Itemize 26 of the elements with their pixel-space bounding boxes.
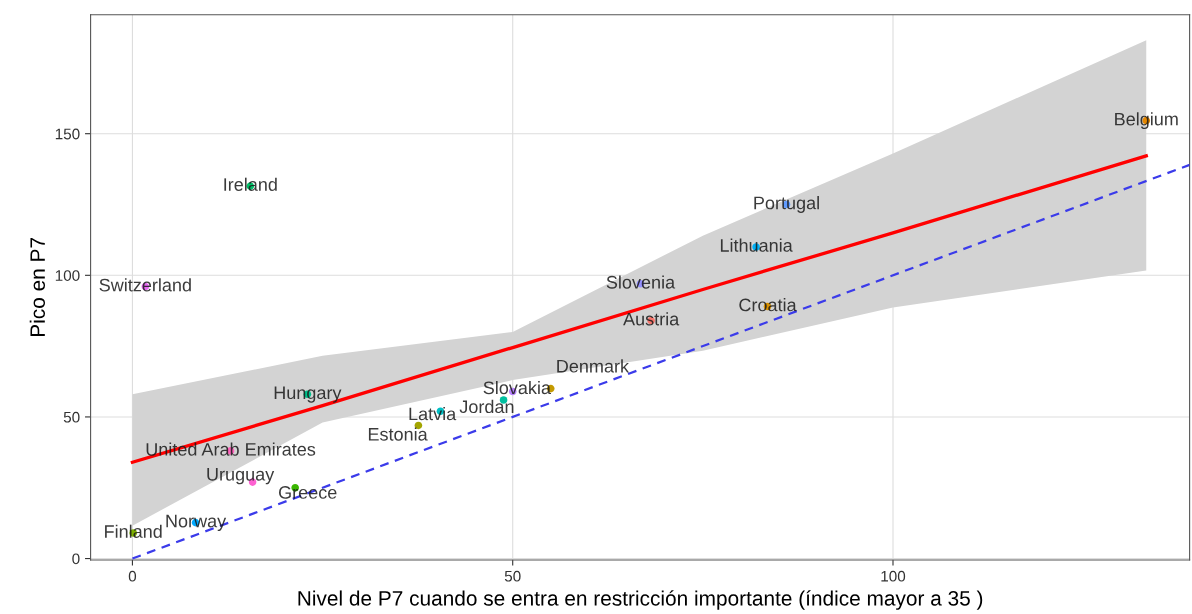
annotation: Slovakia bbox=[483, 380, 551, 395]
annotation: Ireland bbox=[224, 177, 277, 191]
annotation: Denmark bbox=[557, 359, 630, 373]
annotation: Austria bbox=[623, 312, 680, 326]
annotation: Belgium bbox=[1115, 112, 1178, 130]
y-tick-label: 150 bbox=[55, 128, 80, 140]
annotation: Finland bbox=[105, 524, 162, 538]
annotation: Switzerland bbox=[99, 278, 191, 292]
annotation: Greece bbox=[278, 486, 337, 499]
annotation: Estonia bbox=[368, 427, 428, 441]
annotation: Slovenia bbox=[606, 275, 676, 289]
y-tick-label: 50 bbox=[63, 411, 80, 423]
x-tick-label: 50 bbox=[504, 570, 521, 582]
annotation: Lithuania bbox=[720, 238, 793, 252]
annotation: Croatia bbox=[739, 298, 797, 312]
x-axis-title: Nivel de P7 cuando se entra en restricción importante (índice mayor a 35 ) bbox=[298, 590, 983, 610]
annotation: Portugal bbox=[754, 196, 819, 213]
y-axis-title: Pico en P7 bbox=[29, 238, 46, 337]
annotation: Uruguay bbox=[207, 468, 275, 485]
annotation: Norway bbox=[166, 514, 227, 531]
annotation: Jordan bbox=[459, 399, 514, 414]
x-tick-label: 100 bbox=[881, 570, 906, 582]
y-tick-label: 100 bbox=[55, 270, 80, 281]
y-tick-label: 0 bbox=[72, 553, 80, 565]
annotation: Latvia bbox=[409, 407, 457, 421]
x-tick-label: 0 bbox=[128, 570, 137, 582]
